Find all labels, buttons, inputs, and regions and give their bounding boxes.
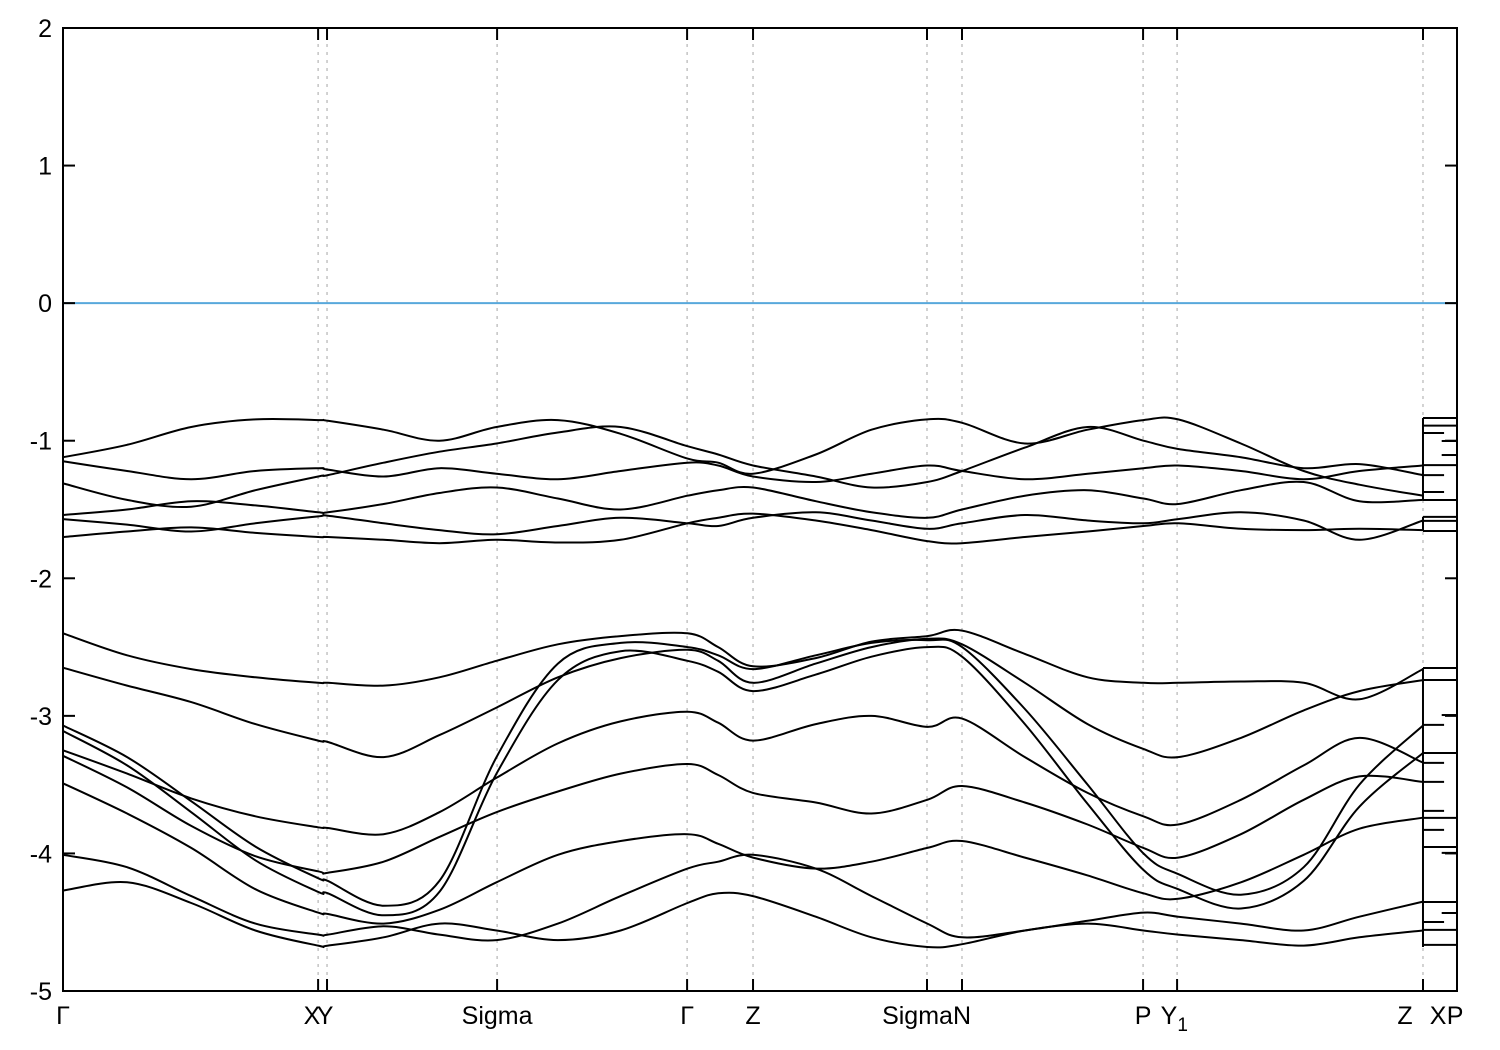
x-axis-tick-label: Z [745,1002,760,1030]
x-axis-tick-label: P [1135,1002,1152,1030]
plot-frame [62,27,1458,992]
band-line [62,782,1424,925]
x-axis-tick-label: X [1430,1002,1447,1030]
x-axis-tick-label: Y [317,1002,334,1030]
x-axis-tick-label: X [304,1002,321,1030]
band-line [62,637,1424,759]
band-line [62,425,1424,509]
x-axis-tick-label: Γ [56,1002,70,1030]
y-axis-tick-label: 0 [38,290,52,318]
y-axis-tick-label: 1 [38,153,52,181]
y-axis-tick-label: -4 [30,840,52,868]
band-line [62,511,1424,541]
x-axis-tick-label: Γ [680,1002,694,1030]
y-axis-tick-label: -2 [30,565,52,593]
band-line [62,460,1424,484]
x-axis-tick-label: N [953,1002,971,1030]
x-axis-tick-label: Sigma [462,1002,533,1030]
y-axis-tick-label: -3 [30,703,52,731]
band-line [62,512,1424,545]
band-line [62,754,1424,875]
y-axis-tick-label: 2 [38,15,52,43]
band-line [62,853,1424,942]
y-axis-tick-label: -1 [30,428,52,456]
band-line [62,480,1424,519]
x-axis-tick-label: Sigma [882,1002,953,1030]
x-axis-tick-label: Z [1397,1002,1412,1030]
band-line [62,710,1424,836]
band-line [62,881,1424,949]
y-axis-tick-label: -5 [30,978,52,1006]
band-line [62,628,1424,701]
band-line [62,645,1424,917]
band-line [62,638,1424,907]
x-axis-tick-label: P [1447,1002,1464,1030]
